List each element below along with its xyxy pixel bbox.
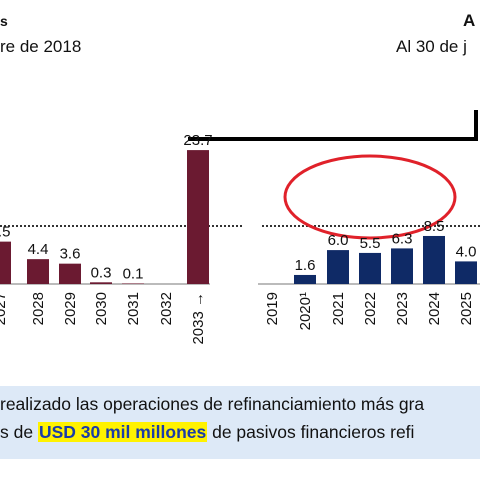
right-category-label-3: 2022 <box>362 292 379 325</box>
right-value-label-5: 8.5 <box>424 218 445 235</box>
right-category-label-4: 2023 <box>394 292 411 325</box>
left-panel-title: s <box>0 13 8 29</box>
right-value-label-6: 4.0 <box>456 243 477 260</box>
left-value-label-2: 3.6 <box>60 246 81 263</box>
right-bar-4 <box>391 248 413 284</box>
right-bar-2 <box>327 250 349 284</box>
right-value-label-3: 5.5 <box>360 235 381 252</box>
right-category-label-1: 2020¹ <box>297 292 314 330</box>
right-category-label-6: 2025 <box>458 292 475 325</box>
left-category-label-1: 2028 <box>30 292 47 325</box>
right-category-label-0: 2019 <box>264 292 281 325</box>
banner-line-2: s de USD 30 mil millones de pasivos fina… <box>0 422 414 443</box>
left-category-label-5: 2032 <box>158 292 175 325</box>
left-category-label-2: 2029 <box>62 292 79 325</box>
right-value-label-2: 6.0 <box>328 232 349 249</box>
left-bar-2 <box>59 263 81 284</box>
left-bar-4 <box>122 283 144 284</box>
right-bar-6 <box>455 261 477 284</box>
left-value-label-3: 0.3 <box>91 264 112 281</box>
left-bar-6 <box>187 150 209 284</box>
right-panel-title: A <box>463 11 476 30</box>
right-value-label-4: 6.3 <box>392 230 413 247</box>
right-bar-1 <box>294 274 316 284</box>
left-category-label-6: 2033 → <box>190 292 207 345</box>
summary-banner: realizado las operaciones de refinanciam… <box>0 386 480 459</box>
right-panel-subtitle: Al 30 de j <box>396 37 467 56</box>
left-bar-1 <box>27 259 49 284</box>
left-value-label-6: 23.7 <box>183 132 212 149</box>
left-category-label-4: 2031 <box>125 292 142 325</box>
right-value-label-1: 1.6 <box>295 257 316 274</box>
left-category-label-3: 2030 <box>93 292 110 325</box>
left-panel-subtitle: re de 2018 <box>0 37 82 56</box>
right-bar-3 <box>359 252 381 284</box>
left-value-label-1: 4.4 <box>28 241 49 258</box>
left-value-label-4: 0.1 <box>123 265 144 282</box>
banner-highlight-amount: USD 30 mil millones <box>37 422 208 442</box>
left-category-label-0: 2027 <box>0 292 9 325</box>
right-category-label-5: 2024 <box>426 292 443 325</box>
left-bar-3 <box>90 282 112 284</box>
left-chart: 7.5 2027 4.4 2028 3.6 2029 0.3 2030 0.1 2031 2032 2… <box>0 132 213 345</box>
banner-line-1: realizado las operaciones de refinanciam… <box>0 394 425 414</box>
right-chart: 2019 1.6 2020¹ 6.0 2021 5.5 2022 6.3 2023 8.5 2024… <box>264 218 477 330</box>
debt-maturity-charts: 7.5 2027 4.4 2028 3.6 2029 0.3 2030 0.1 2031 2032 2… <box>0 110 480 345</box>
right-category-label-2: 2021 <box>330 292 347 325</box>
left-bar-0 <box>0 241 11 284</box>
highlight-ellipse <box>283 154 457 240</box>
banner-line-2-suffix: de pasivos financieros refi <box>207 422 415 442</box>
right-bar-5 <box>423 235 445 284</box>
left-value-label-0: 7.5 <box>0 224 10 241</box>
banner-line-2-prefix: s de <box>0 422 38 442</box>
